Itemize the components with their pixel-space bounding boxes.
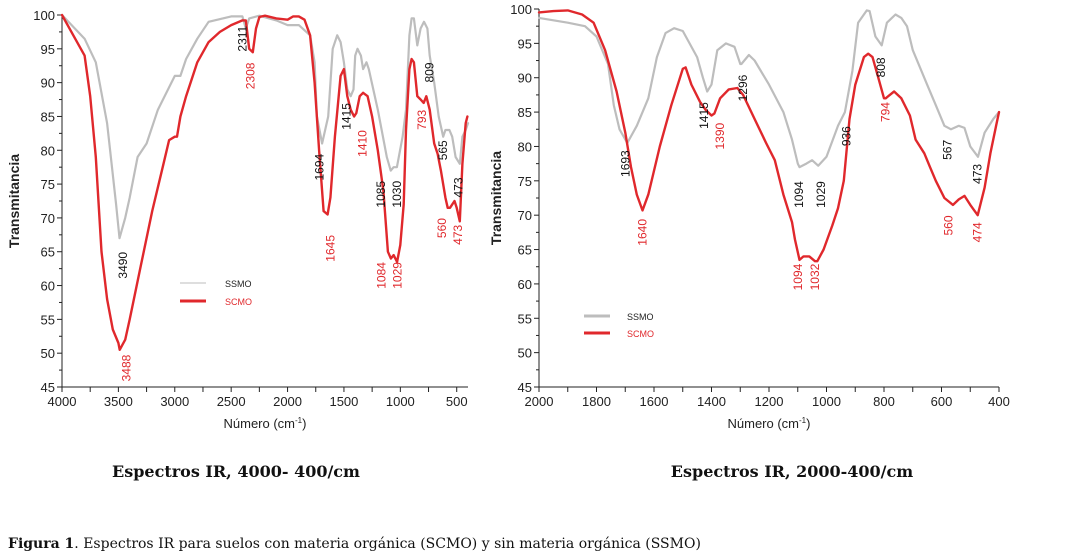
peak-label: 2308 (243, 62, 257, 89)
peak-label: 3488 (119, 354, 133, 381)
y-axis-label: Transmitancia (488, 151, 504, 245)
peak-label: 1085 (374, 181, 388, 208)
y-tick-label: 45 (41, 380, 55, 395)
subtitle-right: Espectros IR, 2000-400/cm (670, 462, 914, 481)
legend-label-scmo: SCMO (225, 297, 252, 307)
x-tick-label: 500 (446, 394, 468, 409)
peak-label: 809 (423, 62, 437, 82)
y-tick-label: 60 (518, 277, 532, 292)
y-tick-label: 65 (518, 243, 532, 258)
x-tick-label: 1000 (386, 394, 415, 409)
chart-left: 45 50 55 60 65 70 75 80 85 90 95 100 4000 3500 3000 250… (6, 8, 470, 431)
peak-label: 2311 (235, 25, 249, 51)
series-line-scmo (60, 13, 469, 351)
x-tick-label: 2000 (273, 394, 302, 409)
x-tick-label: 1500 (329, 394, 358, 409)
peak-label: 1032 (808, 263, 822, 290)
legend-label-scmo: SCMO (627, 329, 654, 339)
peak-label: 1296 (736, 74, 750, 101)
y-tick-label: 80 (41, 143, 55, 158)
peak-label: 1410 (356, 130, 370, 157)
y-tick-label: 100 (33, 8, 55, 23)
peak-label: 1029 (814, 181, 828, 208)
x-tick-label: 1400 (697, 394, 726, 409)
peak-label: 936 (840, 126, 854, 146)
peak-label: 1030 (390, 181, 404, 208)
y-tick-label: 55 (518, 311, 532, 326)
peak-label: 1390 (713, 122, 727, 149)
peak-label: 474 (970, 222, 984, 242)
caption-label: Figura 1 (8, 536, 75, 552)
y-tick-label: 70 (518, 208, 532, 223)
y-tick-label: 60 (41, 279, 55, 294)
x-tick-label: 2500 (217, 394, 246, 409)
subtitle-left: Espectros IR, 4000- 400/cm (112, 462, 360, 481)
y-tick-label: 80 (518, 139, 532, 154)
y-tick-label: 95 (518, 36, 532, 51)
x-axis-label: Número (cm-1) (224, 416, 307, 431)
x-tick-label: 1200 (755, 394, 784, 409)
x-tick-label: 400 (988, 394, 1010, 409)
peak-label: 473 (970, 164, 984, 184)
peak-label: 560 (435, 218, 449, 238)
y-tick-label: 55 (41, 312, 55, 327)
y-tick-label: 100 (510, 2, 532, 17)
y-tick-label: 95 (41, 42, 55, 57)
peak-label: 1645 (323, 235, 337, 262)
peak-label: 473 (451, 177, 465, 197)
x-tick-label: 600 (931, 394, 953, 409)
peak-label: 1084 (375, 262, 389, 289)
x-tick-label: 1800 (582, 394, 611, 409)
peak-label: 1094 (792, 181, 806, 208)
y-tick-label: 90 (518, 71, 532, 86)
y-tick-label: 65 (41, 245, 55, 260)
peak-label: 1415 (340, 103, 354, 130)
peak-label: 1693 (618, 150, 632, 177)
figure-caption: Figura 1. Espectros IR para suelos con m… (8, 536, 701, 552)
y-tick-label: 75 (41, 177, 55, 192)
peak-label: 560 (942, 215, 956, 235)
peak-label: 3490 (116, 252, 130, 279)
peak-label: 793 (415, 110, 429, 130)
y-tick-label: 75 (518, 174, 532, 189)
x-tick-label: 4000 (48, 394, 77, 409)
y-tick-label: 45 (518, 380, 532, 395)
y-tick-label: 50 (41, 346, 55, 361)
peak-label: 1094 (791, 263, 805, 290)
peak-label: 473 (451, 224, 465, 244)
peak-label: 565 (436, 140, 450, 160)
x-tick-label: 800 (873, 394, 895, 409)
series-line-scmo (537, 9, 1001, 263)
series-line-ssmo (537, 9, 1001, 169)
peak-label: 794 (878, 102, 892, 122)
peak-label: 1415 (697, 102, 711, 129)
y-axis-label: Transmitancia (6, 154, 22, 248)
y-tick-label: 50 (518, 346, 532, 361)
chart-right: 45 50 55 60 65 70 75 80 85 90 95 100 2000 1800 1600 140… (488, 2, 1010, 431)
y-tick-label: 70 (41, 211, 55, 226)
y-tick-label: 85 (518, 105, 532, 120)
x-tick-label: 3500 (104, 394, 133, 409)
x-tick-label: 2000 (525, 394, 554, 409)
legend-label-ssmo: SSMO (627, 312, 654, 322)
caption-text: . Espectros IR para suelos con materia o… (74, 536, 701, 552)
peak-label: 1029 (391, 262, 405, 289)
peak-label: 808 (874, 57, 888, 77)
peak-label: 1694 (313, 154, 327, 181)
x-tick-label: 3000 (160, 394, 189, 409)
y-tick-label: 85 (41, 109, 55, 124)
x-tick-label: 1600 (640, 394, 669, 409)
peak-label: 567 (940, 140, 954, 160)
y-tick-label: 90 (41, 76, 55, 91)
x-axis-label: Número (cm-1) (728, 416, 811, 431)
legend-label-ssmo: SSMO (225, 279, 252, 289)
peak-label: 1640 (636, 219, 650, 246)
x-tick-label: 1000 (812, 394, 841, 409)
series-line-ssmo (60, 13, 470, 240)
